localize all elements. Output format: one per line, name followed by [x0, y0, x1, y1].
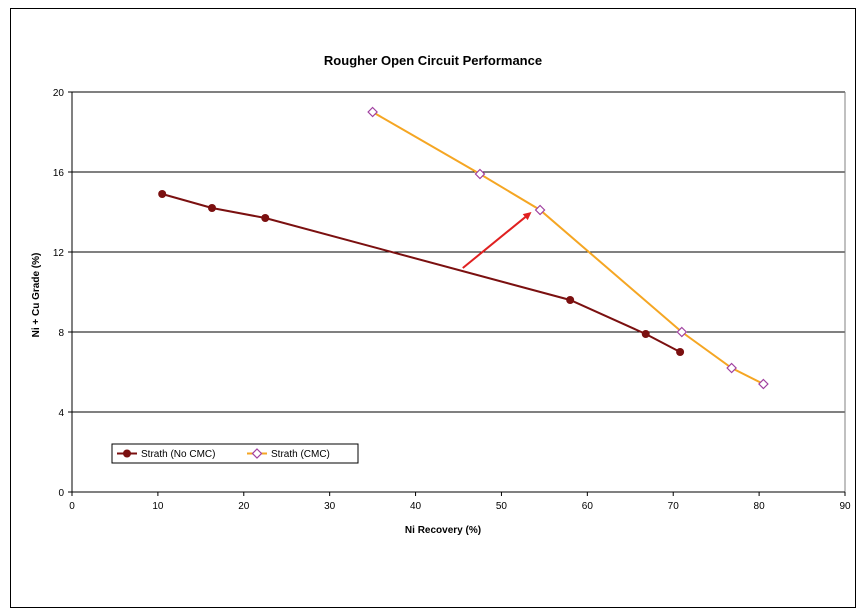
- data-point-0-5: [676, 348, 685, 356]
- plot-area: [72, 92, 845, 492]
- y-tick-label-16: 16: [53, 168, 65, 179]
- y-tick-label-4: 4: [58, 408, 64, 419]
- x-tick-label-40: 40: [410, 501, 422, 512]
- x-tick-label-20: 20: [238, 501, 250, 512]
- data-point-1-0: [367, 106, 378, 118]
- data-point-0-3: [566, 296, 575, 304]
- y-tick-label-12: 12: [53, 248, 65, 259]
- legend-label-1: Strath (CMC): [271, 449, 330, 460]
- data-point-0-2: [261, 214, 270, 222]
- x-tick-label-90: 90: [839, 501, 851, 512]
- legend-marker-1: [251, 448, 263, 459]
- legend: Strath (No CMC) Strath (CMC): [111, 443, 359, 464]
- data-point-1-2: [534, 204, 546, 216]
- x-tick-label-0: 0: [69, 501, 75, 512]
- annotation-arrow-shaft-0: [462, 215, 528, 269]
- chart-title: Rougher Open Circuit Performance: [324, 53, 542, 68]
- legend-box: [111, 443, 359, 464]
- data-point-0-0: [158, 190, 167, 198]
- gridlines: [72, 91, 846, 492]
- x-tick-label-10: 10: [152, 501, 164, 512]
- data-point-1-3: [676, 326, 688, 338]
- data-point-0-4: [641, 330, 650, 338]
- series-line-1: [372, 111, 764, 385]
- annotation-layer: [462, 212, 532, 269]
- annotation-arrow-head-0: [522, 212, 532, 221]
- series-line-0: [161, 193, 681, 353]
- x-tick-label-70: 70: [668, 501, 680, 512]
- legend-items: Strath (No CMC) Strath (CMC): [117, 448, 330, 460]
- y-axis-label: Ni + Cu Grade (%): [31, 253, 42, 338]
- y-tick-labels: 0 4 8 12 16 20: [53, 88, 65, 499]
- legend-label-0: Strath (No CMC): [141, 449, 215, 460]
- x-tick-labels: 0 10 20 30 40 50 60 70 80 90: [69, 501, 851, 512]
- x-tick-label-60: 60: [582, 501, 594, 512]
- y-tick-label-0: 0: [58, 488, 64, 499]
- data-point-1-5: [758, 378, 769, 390]
- data-point-1-1: [474, 168, 486, 180]
- data-point-0-1: [207, 204, 216, 212]
- y-tick-label-8: 8: [58, 328, 64, 339]
- legend-marker-0: [123, 449, 131, 458]
- data-point-1-4: [726, 362, 737, 374]
- series-0: [158, 190, 685, 356]
- x-tick-label-80: 80: [754, 501, 766, 512]
- chart: Rougher Open Circuit Performance 0 10 20 30…: [31, 53, 851, 536]
- series-1: [367, 106, 769, 390]
- x-tick-label-30: 30: [324, 501, 336, 512]
- axes: [68, 91, 846, 496]
- x-axis-label: Ni Recovery (%): [405, 525, 481, 536]
- series-layer: [158, 106, 769, 390]
- chart-frame: Rougher Open Circuit Performance 0 10 20 30…: [10, 8, 856, 608]
- y-tick-label-20: 20: [53, 88, 65, 99]
- x-tick-label-50: 50: [496, 501, 508, 512]
